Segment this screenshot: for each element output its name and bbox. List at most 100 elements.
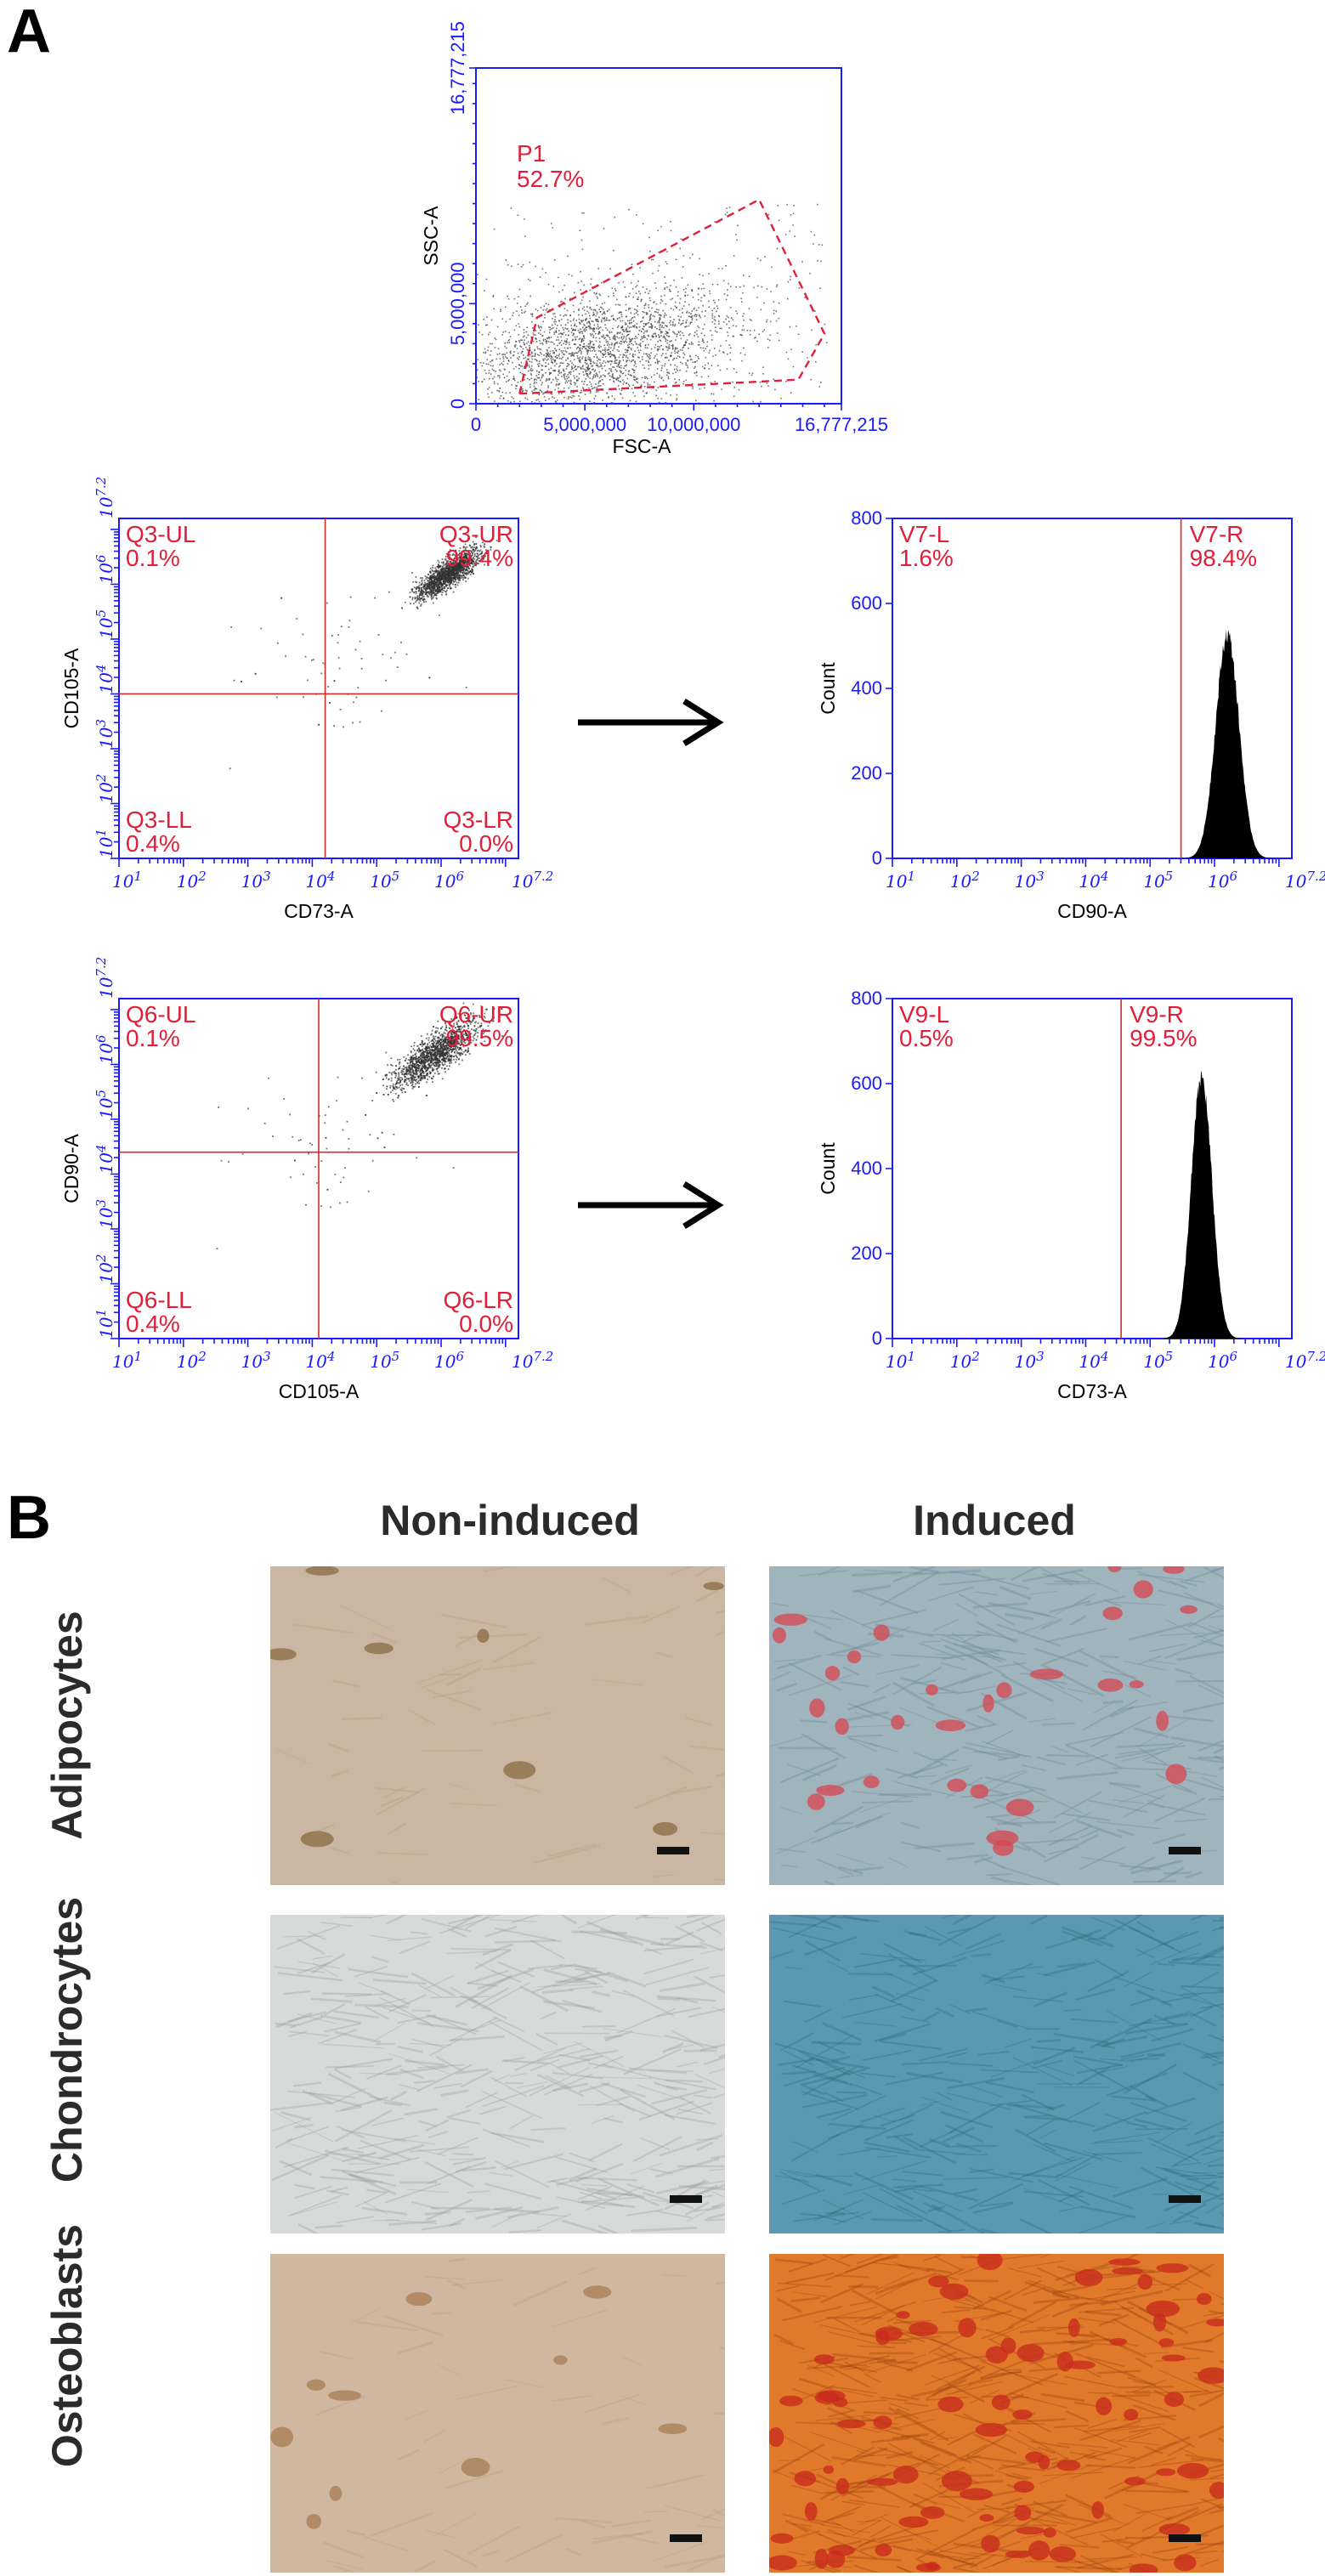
data-point [678,322,680,324]
data-point [583,383,585,385]
data-point [416,608,419,609]
data-point [705,310,706,312]
data-point [629,338,631,341]
data-point [625,303,627,306]
data-point [517,352,519,354]
data-point [580,320,583,322]
data-point [456,570,459,573]
data-point [586,351,589,354]
panel-b-letter: B [7,1484,51,1552]
data-point [359,721,361,723]
data-point [668,372,670,375]
data-point [564,314,566,316]
data-point [533,334,535,336]
data-point [610,376,613,378]
data-point [428,592,430,595]
data-point [600,345,602,348]
data-point [525,337,528,339]
data-point [508,331,510,334]
data-point [476,558,478,561]
data-point [349,596,352,598]
data-point [660,302,661,304]
data-point [490,541,491,543]
data-point [560,324,562,326]
data-point [657,269,660,272]
data-point [438,569,440,572]
data-point [607,360,609,362]
data-point [626,320,629,322]
data-point [425,1067,428,1069]
data-point [727,353,728,355]
data-point [548,373,551,376]
data-point [614,343,616,345]
data-point [677,352,679,354]
data-point [501,362,502,365]
data-point [515,344,517,346]
data-point [530,377,533,379]
data-point [438,586,440,588]
data-point [435,591,437,592]
data-point [412,603,415,605]
data-point [638,291,640,292]
data-point [695,399,697,402]
data-point [558,374,559,376]
data-point [494,347,496,348]
data-point [473,544,475,546]
data-point [488,372,490,374]
data-point [445,584,447,586]
data-point [613,354,615,356]
data-point [422,582,423,585]
data-point [470,570,472,573]
data-point [628,346,631,348]
data-point [473,563,475,565]
data-point [420,591,422,592]
data-point [532,332,535,334]
data-point [778,302,780,304]
data-point [653,374,655,376]
data-point [632,296,634,298]
data-point [440,587,443,590]
data-point [616,298,618,301]
data-point [478,550,481,552]
data-point [459,575,461,577]
data-point [650,352,652,354]
data-point [581,365,584,368]
data-point [535,399,537,401]
data-point [669,291,671,292]
data-point [727,331,728,333]
data-point [776,284,779,286]
data-point [585,329,587,331]
data-point [502,360,505,362]
data-point [443,586,445,588]
data-point [631,360,633,361]
data-point [514,346,516,348]
data-point [382,654,384,656]
gate-name-label: V7-R [1190,521,1244,547]
data-point [655,309,658,310]
data-point [690,343,693,345]
data-point [661,331,663,333]
data-point [461,575,463,577]
data-point [689,356,691,358]
data-point [419,597,422,600]
data-point [583,335,585,337]
data-point [586,353,588,355]
data-point [343,726,344,728]
data-point [616,332,619,335]
data-point [577,281,580,284]
data-point [445,552,448,555]
data-point [613,346,615,348]
data-point [573,310,575,313]
data-point [463,559,466,561]
data-point [649,364,652,366]
data-point [631,360,632,363]
data-point [450,558,452,559]
data-point [689,321,691,324]
data-point [623,330,625,332]
data-point [624,286,626,288]
data-point [455,1061,456,1063]
data-point [459,560,461,562]
data-point [534,379,535,381]
data-point [484,352,487,354]
data-point [592,361,594,363]
